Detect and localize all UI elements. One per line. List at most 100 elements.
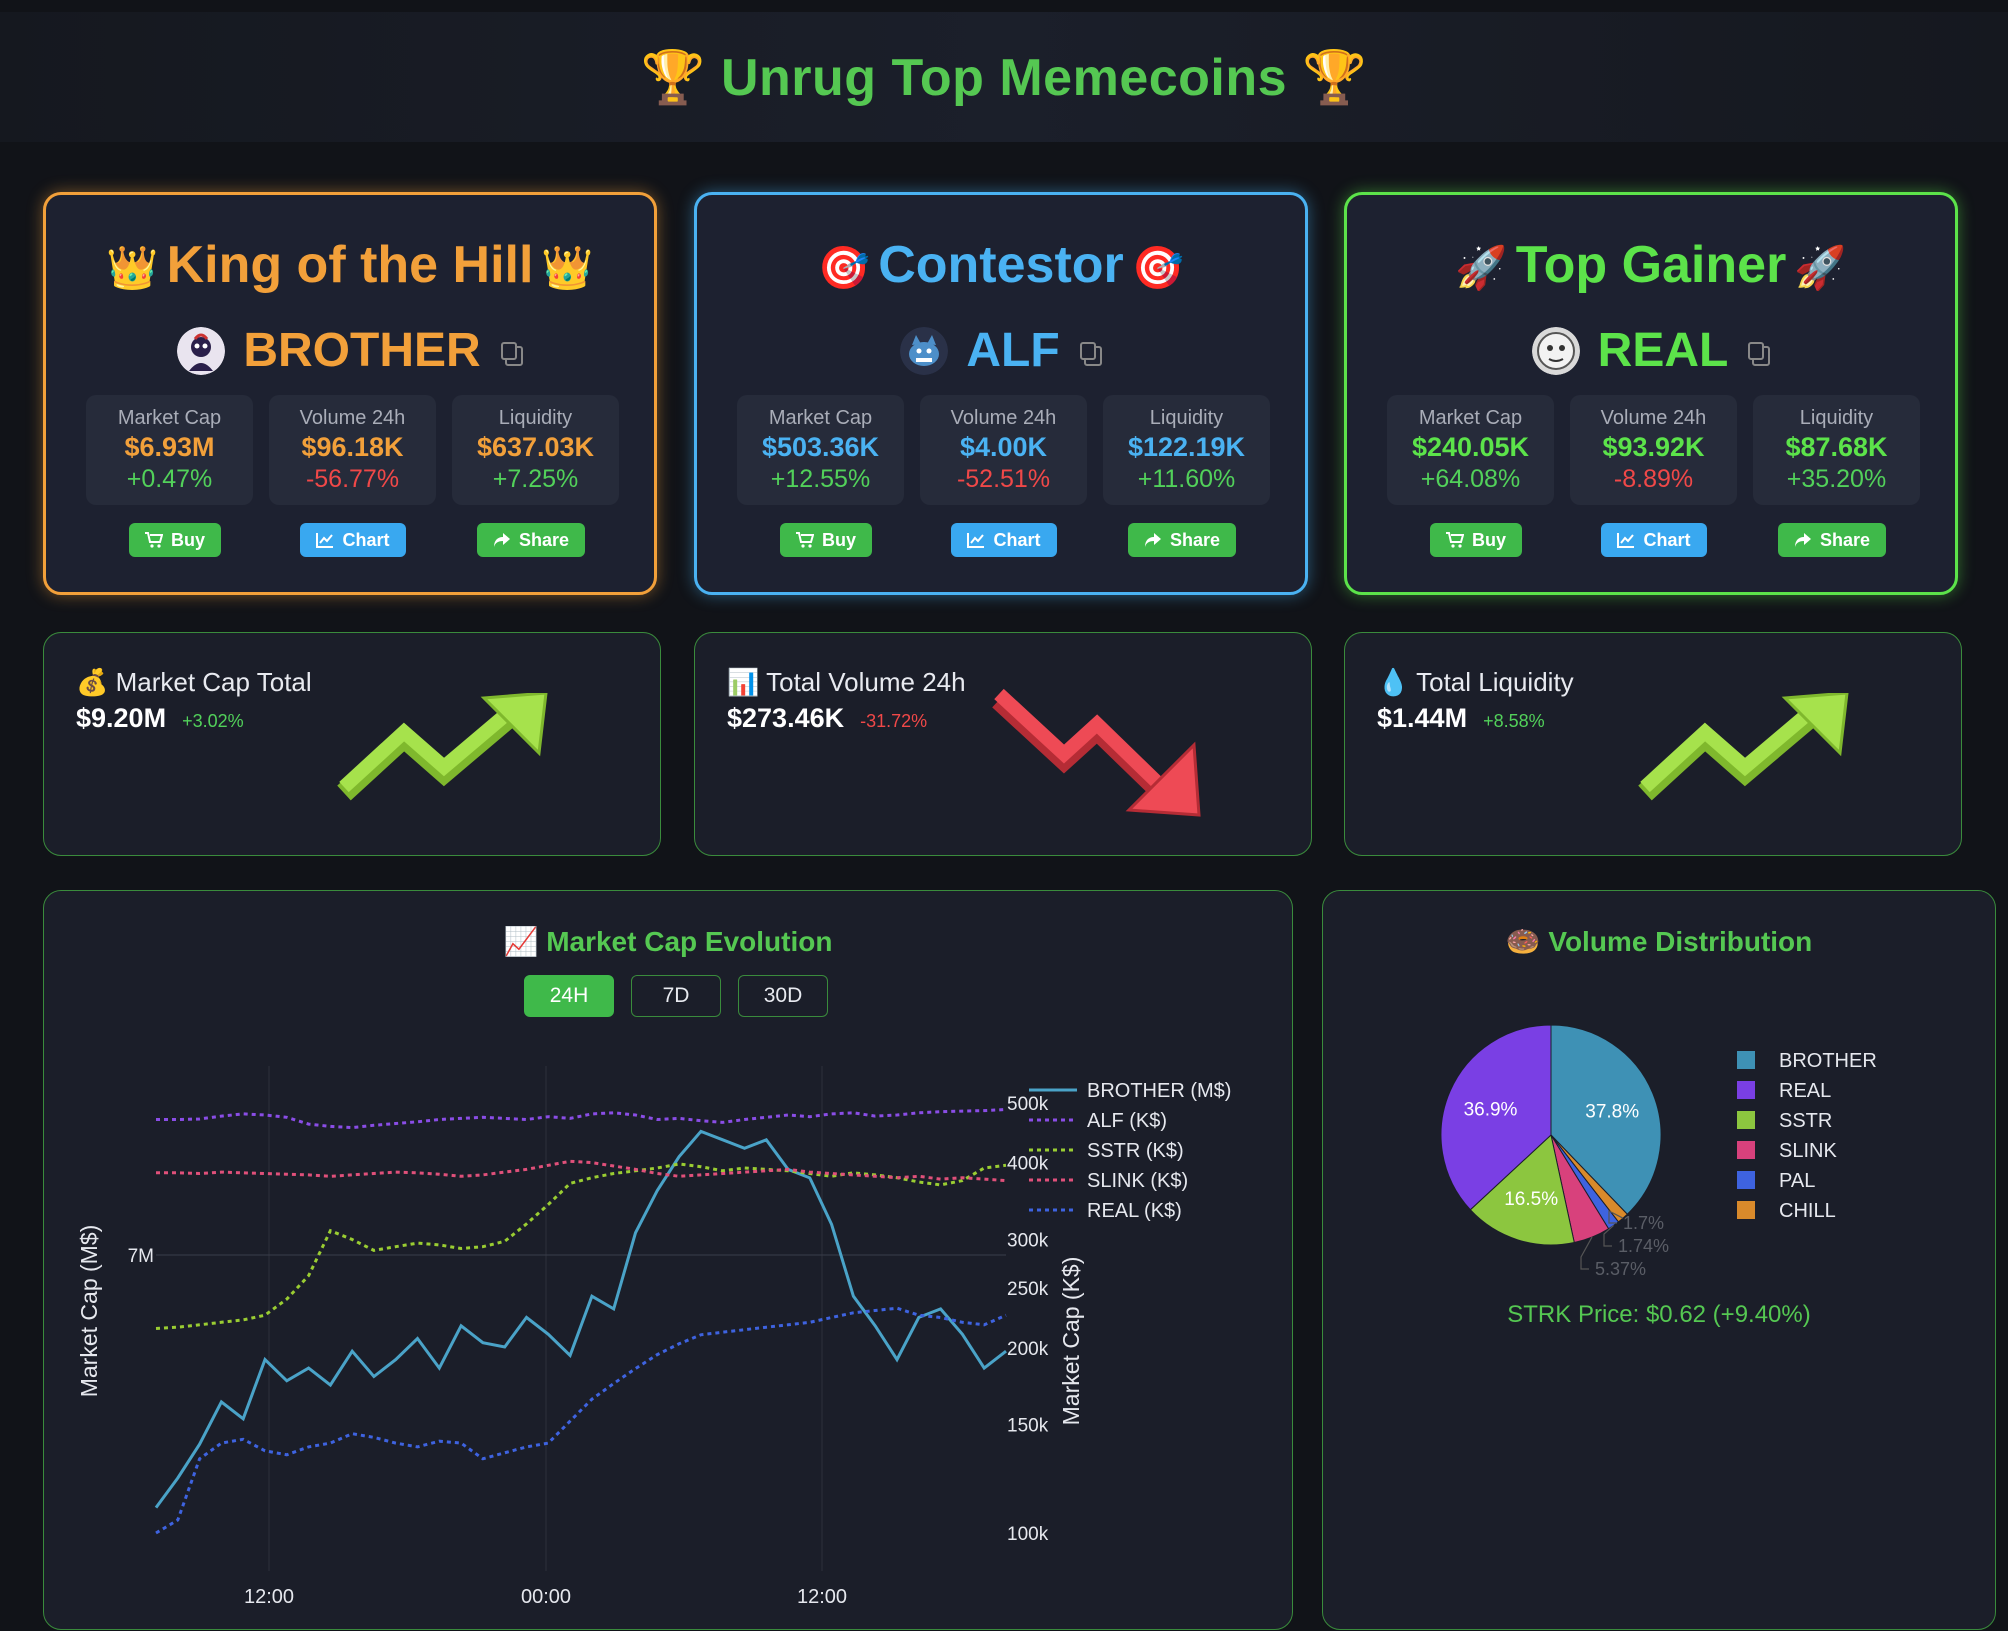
cart-icon — [1445, 532, 1464, 548]
share-icon — [493, 533, 510, 547]
legend-label: REAL (K$) — [1087, 1200, 1182, 1222]
total-liquidity-card: 💧 Total Liquidity $1.44M +8.58% — [1344, 632, 1962, 856]
x-tick-label: 12:00 — [797, 1586, 847, 1608]
range-selector: 24H 7D 30D — [524, 975, 828, 1017]
pie-leader-line — [1603, 1225, 1614, 1247]
legend-label: SSTR — [1779, 1110, 1832, 1132]
chart-button[interactable]: Chart — [300, 523, 406, 557]
legend-label: PAL — [1779, 1170, 1815, 1192]
series-line-sstr — [155, 1162, 1007, 1330]
share-icon — [1144, 533, 1161, 547]
left-axis-title: Market Cap (M$) — [76, 1225, 102, 1398]
pie-leader-line — [1580, 1236, 1593, 1270]
x-tick-label: 00:00 — [521, 1586, 571, 1608]
legend-label: BROTHER (M$) — [1087, 1080, 1231, 1102]
target-icon: 🎯 — [817, 244, 871, 291]
range-7d-button[interactable]: 7D — [631, 975, 721, 1017]
legend-label: SSTR (K$) — [1087, 1140, 1184, 1162]
market-cap-total-card: 💰 Market Cap Total $9.20M +3.02% — [43, 632, 661, 856]
x-tick-label: 12:00 — [244, 1586, 294, 1608]
trend-up-icon — [337, 693, 548, 801]
buy-button[interactable]: Buy — [779, 523, 872, 557]
action-buttons: Buy Chart Share — [86, 523, 620, 557]
token-row: BROTHER — [46, 323, 654, 378]
total-volume-card: 📊 Total Volume 24h $273.46K -31.72% — [694, 632, 1312, 856]
chart-line-icon — [316, 533, 334, 548]
pie-label: 36.9% — [1464, 1100, 1518, 1121]
action-buttons: Buy Chart Share — [1387, 523, 1921, 557]
pie-slice-real[interactable] — [1440, 1024, 1552, 1211]
series-line-brother — [154, 1129, 1007, 1509]
copy-icon[interactable] — [1079, 341, 1102, 366]
card-title: 🚀 Top Gainer 🚀 — [1455, 236, 1847, 294]
copy-icon[interactable] — [500, 341, 523, 366]
market-cap-stat: Market Cap $240.05K +64.08% — [1387, 395, 1554, 505]
series-line-alf — [156, 1108, 1007, 1130]
copy-icon[interactable] — [1748, 341, 1771, 366]
stats-row: Market Cap $240.05K +64.08% Volume 24h $… — [1387, 395, 1920, 505]
cart-icon — [795, 532, 814, 548]
volume-distribution-panel: 🍩 Volume Distribution 37.8% 16.5% 36.9% 1.7… — [1322, 890, 1996, 1630]
pie-label: 5.37% — [1595, 1259, 1646, 1279]
summary-value: $273.46K — [727, 703, 845, 733]
series-line-slink — [156, 1159, 1007, 1183]
buy-button[interactable]: Buy — [1429, 523, 1522, 557]
rocket-icon: 🚀 — [1455, 244, 1508, 291]
page-title: 🏆 Unrug Top Memecoins 🏆 — [640, 48, 1368, 107]
pie-slice-brother[interactable] — [1550, 1024, 1662, 1215]
token-row: REAL — [1347, 323, 1955, 378]
trend-up-icon — [1638, 693, 1849, 801]
buy-button[interactable]: Buy — [128, 523, 221, 557]
legend-swatch — [1737, 1111, 1755, 1129]
right-tick-label: 400k — [1007, 1154, 1049, 1175]
right-tick-label: 200k — [1007, 1339, 1049, 1360]
share-button[interactable]: Share — [1777, 523, 1887, 557]
rocket-icon: 🚀 — [1794, 244, 1847, 291]
market-cap-stat: Market Cap $6.93M +0.47% — [86, 395, 253, 505]
market-cap-evolution-panel: 📈 Market Cap Evolution 24H 7D 30D 12:00 0… — [43, 890, 1293, 1630]
token-name: BROTHER — [243, 324, 481, 377]
right-tick-label: 150k — [1007, 1416, 1049, 1437]
top-gainer-card: 🚀 Top Gainer 🚀 REAL Market Cap $240.05K +6… — [1344, 192, 1958, 595]
pie-slice-sstr[interactable] — [1469, 1134, 1575, 1246]
king-of-the-hill-card: 👑 King of the Hill 👑 BROTHER Market Cap $6… — [43, 192, 657, 595]
legend-swatch — [1737, 1171, 1755, 1189]
market-cap-stat: Market Cap $503.36K +12.55% — [737, 395, 904, 505]
legend-swatch — [1737, 1201, 1755, 1219]
right-tick-label: 100k — [1007, 1524, 1049, 1545]
volume-pie-chart: 37.8% 16.5% 36.9% 1.7% 1.74% 5.37% BROTHER REAL… — [1440, 1024, 1877, 1279]
chart-button[interactable]: Chart — [1601, 523, 1707, 557]
action-buttons: Buy Chart Share — [737, 523, 1271, 557]
share-icon — [1794, 533, 1811, 547]
contestor-card: 🎯 Contestor 🎯 ALF Market Cap $503.36K +12.… — [694, 192, 1308, 595]
legend-label: CHILL — [1779, 1200, 1836, 1222]
legend-label: ALF (K$) — [1087, 1110, 1167, 1132]
crown-icon: 👑 — [106, 244, 159, 291]
card-title: 🎯 Contestor 🎯 — [817, 236, 1185, 294]
chart-button[interactable]: Chart — [951, 523, 1057, 557]
left-tick-label: 7M — [128, 1246, 154, 1267]
legend-swatch — [1737, 1081, 1755, 1099]
legend-label: SLINK (K$) — [1087, 1170, 1188, 1192]
right-tick-label: 250k — [1007, 1279, 1049, 1300]
crown-icon: 👑 — [541, 244, 594, 291]
strk-price: STRK Price: $0.62 (+9.40%) — [1507, 1301, 1811, 1328]
summary-title: 📊 Total Volume 24h — [727, 667, 966, 697]
pie-label: 1.74% — [1618, 1236, 1669, 1256]
chart-line-icon — [967, 533, 985, 548]
right-axis-title: Market Cap (K$) — [1058, 1257, 1084, 1426]
share-button[interactable]: Share — [1127, 523, 1237, 557]
summary-value: $9.20M — [76, 703, 167, 733]
legend-swatch — [1737, 1051, 1755, 1069]
liquidity-stat: Liquidity $87.68K +35.20% — [1753, 395, 1920, 505]
volume-stat: Volume 24h $4.00K -52.51% — [920, 395, 1087, 505]
volume-stat: Volume 24h $96.18K -56.77% — [269, 395, 436, 505]
share-button[interactable]: Share — [476, 523, 586, 557]
range-24h-button[interactable]: 24H — [524, 975, 614, 1017]
page-header: 🏆 Unrug Top Memecoins 🏆 — [0, 12, 2008, 142]
token-name: REAL — [1597, 324, 1729, 377]
range-30d-button[interactable]: 30D — [738, 975, 828, 1017]
panel-title: 🍩 Volume Distribution — [1505, 926, 1813, 957]
target-icon: 🎯 — [1131, 244, 1185, 291]
summary-title: 💰 Market Cap Total — [76, 667, 312, 697]
